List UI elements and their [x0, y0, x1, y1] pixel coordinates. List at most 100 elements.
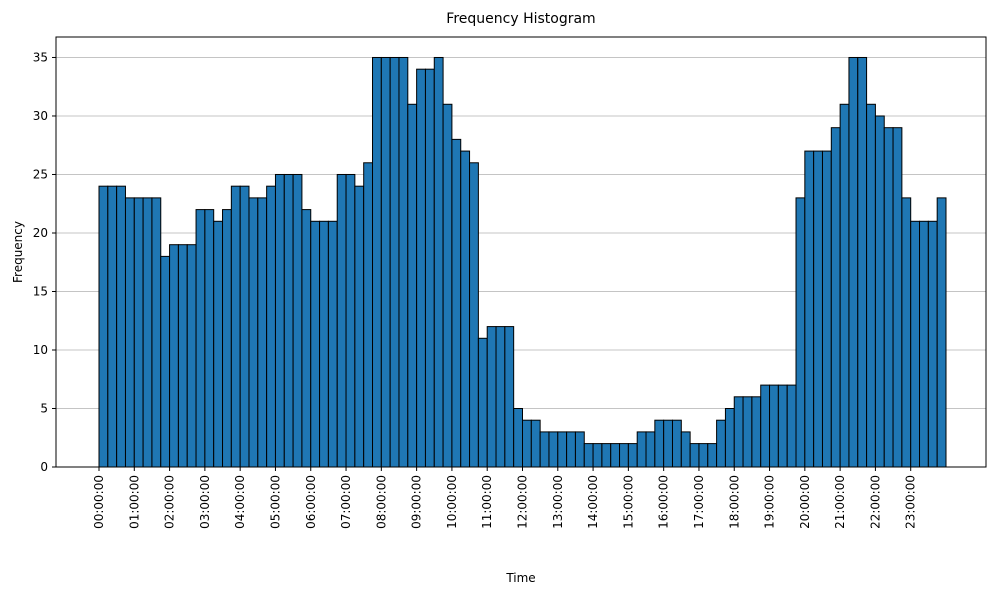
histogram-bar	[707, 443, 718, 468]
histogram-bar	[539, 431, 550, 468]
histogram-bar	[460, 150, 471, 468]
histogram-bar	[663, 419, 673, 468]
histogram-bar	[786, 384, 797, 468]
histogram-bar	[204, 209, 215, 468]
histogram-bar	[195, 209, 206, 468]
histogram-bar	[266, 185, 276, 468]
x-axis-ticks: 00:00:00 01:00:00 02:00:00 03:00:00 04:00:00…	[92, 467, 918, 529]
histogram-bar	[416, 68, 426, 468]
y-tick-label: 35	[33, 50, 48, 64]
histogram-bar	[319, 220, 329, 468]
histogram-bar	[133, 197, 144, 468]
histogram-bar	[821, 150, 832, 468]
x-axis-label: Time	[505, 571, 535, 585]
histogram-bar	[327, 220, 338, 468]
x-tick-label: 00:00:00	[92, 475, 106, 529]
histogram-bar	[486, 326, 497, 468]
plot-frame	[55, 36, 987, 468]
histogram-bar	[363, 162, 374, 468]
histogram-bar	[742, 396, 753, 468]
x-tick-label: 01:00:00	[127, 475, 141, 529]
histogram-bar	[345, 173, 356, 468]
histogram-bar	[627, 443, 638, 468]
x-tick-label: 12:00:00	[516, 475, 530, 529]
histogram-bar	[469, 162, 479, 468]
histogram-bar	[160, 255, 171, 468]
histogram-bar	[583, 443, 594, 468]
histogram-bar	[839, 103, 850, 468]
y-tick-label: 0	[40, 460, 48, 474]
y-tick-label: 20	[33, 226, 48, 240]
histogram-bar	[442, 103, 453, 468]
histogram-bar	[698, 443, 709, 468]
histogram-bar	[98, 185, 109, 468]
histogram-bar	[336, 173, 347, 468]
histogram-bar	[795, 197, 806, 468]
histogram-bar	[883, 127, 894, 468]
histogram-bar	[645, 431, 656, 468]
histogram-bar	[495, 326, 506, 468]
x-tick-label: 21:00:00	[833, 475, 847, 529]
x-tick-label: 05:00:00	[268, 475, 282, 529]
histogram-bar	[389, 56, 400, 468]
histogram-bar	[230, 185, 241, 468]
y-tick-label: 15	[33, 284, 48, 298]
x-tick-label: 07:00:00	[339, 475, 353, 529]
histogram-bar	[874, 115, 885, 468]
x-tick-label: 04:00:00	[233, 475, 247, 529]
x-tick-label: 16:00:00	[657, 475, 671, 529]
y-tick-label: 30	[33, 109, 48, 123]
x-tick-label: 10:00:00	[445, 475, 459, 529]
histogram-bar	[292, 173, 303, 468]
histogram-bar	[919, 220, 929, 468]
histogram-bar	[936, 197, 947, 468]
histogram-bar	[116, 185, 126, 468]
histogram-bar	[574, 431, 585, 468]
x-tick-label: 06:00:00	[304, 475, 318, 529]
histogram-bar	[601, 443, 612, 468]
histogram-bar	[804, 150, 815, 468]
histogram-bar	[213, 220, 224, 468]
histogram-bar	[451, 138, 462, 468]
histogram-bar	[239, 185, 250, 468]
histogram-bar	[354, 185, 365, 468]
histogram-bar	[733, 396, 744, 468]
histogram-bar	[380, 56, 391, 468]
histogram-bar	[857, 56, 868, 468]
histogram-bar	[760, 384, 771, 468]
chart-title: Frequency Histogram	[446, 11, 595, 27]
histogram-bar	[169, 244, 179, 468]
histogram-bar	[592, 443, 603, 468]
x-tick-label: 19:00:00	[763, 475, 777, 529]
x-tick-label: 20:00:00	[798, 475, 812, 529]
y-axis-label: Frequency	[11, 221, 25, 283]
histogram-bar	[619, 443, 629, 468]
histogram-bar	[177, 244, 188, 468]
y-tick-label: 25	[33, 167, 48, 181]
histogram-bar	[530, 419, 541, 468]
histogram-bar	[751, 396, 762, 468]
histogram-bar	[283, 173, 294, 468]
histogram-bar	[274, 173, 285, 468]
histogram-bar	[654, 419, 665, 468]
x-tick-label: 18:00:00	[727, 475, 741, 529]
histogram-bar	[557, 431, 568, 468]
histogram-bar	[901, 197, 912, 468]
histogram-bar	[848, 56, 859, 468]
histogram-bar	[548, 431, 559, 468]
histogram-bar	[716, 419, 726, 468]
x-tick-label: 17:00:00	[692, 475, 706, 529]
histogram-bar	[671, 419, 682, 468]
histogram-bar	[813, 150, 823, 468]
x-tick-label: 22:00:00	[868, 475, 882, 529]
x-tick-label: 09:00:00	[410, 475, 424, 529]
histogram-bar	[248, 197, 259, 468]
x-tick-label: 02:00:00	[163, 475, 177, 529]
histogram-bar	[830, 127, 841, 468]
histogram-bar	[372, 56, 382, 468]
x-tick-label: 14:00:00	[586, 475, 600, 529]
y-axis-ticks: 0 5 10 15 20 25 30 35	[33, 50, 56, 474]
histogram-bar	[301, 209, 312, 468]
histogram-bar	[689, 443, 700, 468]
